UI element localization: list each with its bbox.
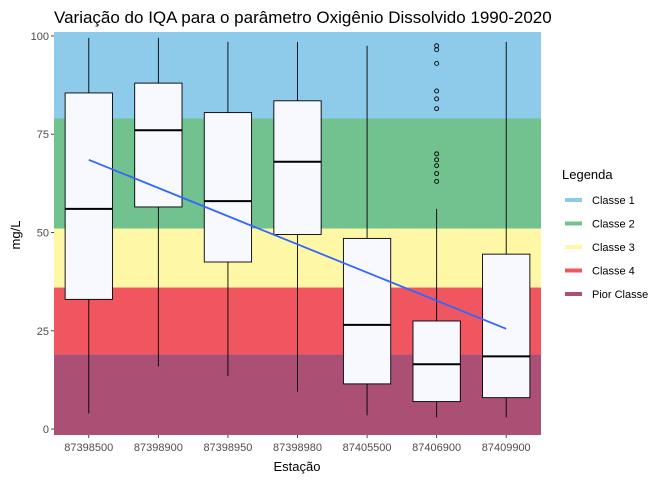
outlier-point: [434, 151, 440, 157]
legend-title: Legenda: [562, 167, 613, 182]
box-body: [482, 253, 531, 399]
chart-title: Variação do IQA para o parâmetro Oxigêni…: [54, 8, 552, 27]
outlier-point: [434, 88, 440, 94]
box-87405500: [342, 45, 392, 416]
legend-label: Pior Classe: [592, 289, 648, 301]
box-body: [64, 92, 113, 300]
x-tick-label: 87398500: [64, 442, 113, 454]
box-body: [203, 112, 253, 263]
legend-label: Classe 4: [592, 266, 635, 278]
outlier-point: [434, 171, 440, 176]
y-axis-label: mg/L: [8, 221, 23, 250]
legend-label: Classe 1: [592, 195, 635, 207]
box-body: [273, 100, 322, 235]
y-tick-label: 0: [43, 424, 49, 436]
x-tick-label: 87405500: [343, 442, 392, 454]
box-87398500: [64, 37, 113, 414]
y-tick-label: 100: [31, 31, 49, 43]
box-87406900: [412, 43, 461, 418]
x-axis-label: Estação: [274, 459, 321, 474]
box-plots: [64, 37, 531, 418]
x-tick-label: 87409900: [482, 442, 531, 454]
legend-label: Classe 2: [592, 219, 635, 231]
axes: 0 25 50 75 100 87398500 87398900 87398950 873989…: [31, 31, 531, 454]
legend-label: Classe 3: [592, 242, 635, 254]
outlier-point: [434, 43, 440, 49]
x-tick-label: 87398980: [273, 442, 322, 454]
box-body: [342, 237, 392, 385]
box-87398900: [134, 37, 183, 367]
outlier-point: [434, 163, 440, 169]
y-tick-label: 50: [37, 228, 49, 240]
outlier-point: [434, 106, 440, 112]
box-87398980: [273, 41, 322, 392]
x-tick-label: 87398950: [203, 442, 252, 454]
trend-line: [88, 158, 507, 330]
outlier-point: [434, 61, 440, 66]
y-tick-label: 25: [37, 326, 49, 338]
outlier-point: [434, 178, 440, 184]
box-87398950: [203, 41, 253, 377]
box-87409900: [482, 41, 531, 418]
x-tick-label: 87398900: [134, 442, 183, 454]
trend-layer: [88, 158, 507, 330]
x-tick-label: 87406900: [412, 442, 461, 454]
outlier-point: [434, 96, 440, 102]
outlier-point: [434, 157, 440, 163]
y-tick-label: 75: [37, 129, 49, 141]
box-body: [134, 82, 183, 208]
box-body: [412, 320, 461, 403]
legend: Legenda Classe 1 Classe 2 Classe 3 Classe 4…: [562, 167, 648, 301]
